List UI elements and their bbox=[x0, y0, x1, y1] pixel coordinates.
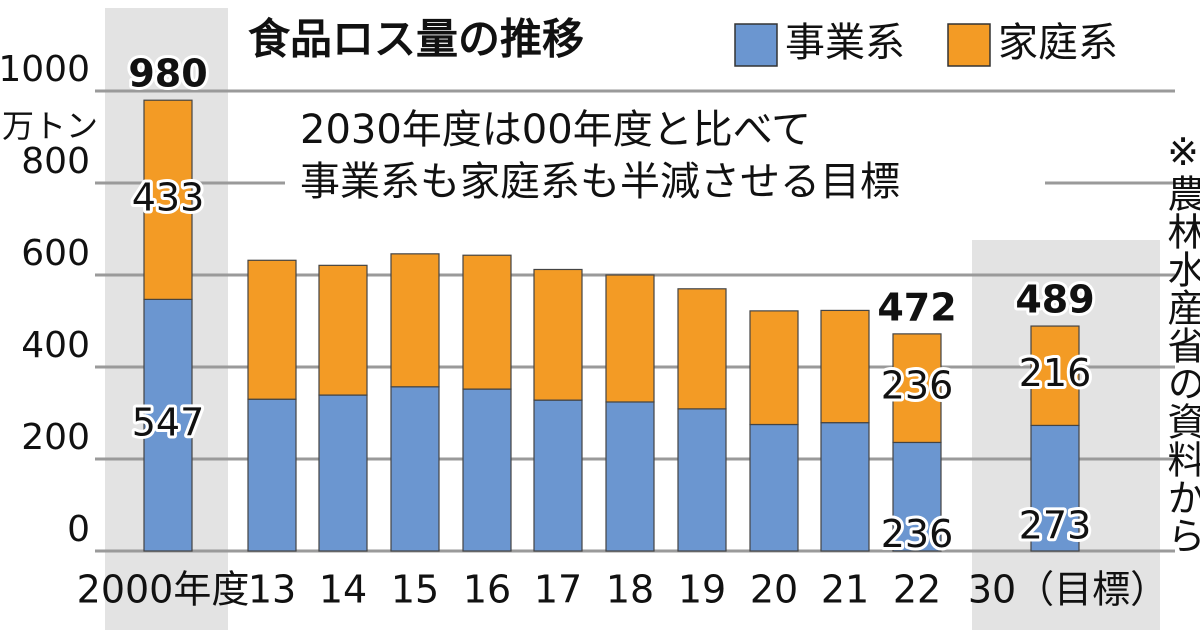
x-tick-label: 30（目標） bbox=[968, 568, 1168, 612]
y-tick-label: 600 bbox=[21, 233, 90, 274]
bar bbox=[318, 394, 368, 552]
total-label: 980 bbox=[128, 52, 207, 96]
value-label: 547 bbox=[132, 401, 205, 445]
source: ※農林水産省の資料から bbox=[1161, 130, 1200, 554]
value-label: 236 bbox=[881, 364, 954, 408]
legend-swatch bbox=[947, 23, 991, 67]
bar bbox=[318, 264, 368, 396]
value-label: 236 bbox=[881, 512, 954, 556]
x-tick-label: 20 bbox=[750, 568, 798, 612]
x-tick-label: 14 bbox=[319, 568, 367, 612]
value-label: 216 bbox=[1019, 351, 1092, 395]
x-tick-label: 19 bbox=[678, 568, 726, 612]
bar bbox=[247, 398, 297, 552]
x-tick-label: 2000年度 bbox=[77, 568, 250, 612]
total-label: 489 bbox=[1015, 278, 1094, 322]
bar bbox=[820, 309, 870, 424]
bar bbox=[462, 254, 512, 390]
bar bbox=[1030, 325, 1080, 427]
bar bbox=[892, 333, 942, 444]
y-tick-label: 800 bbox=[21, 141, 90, 182]
y-tick-label: 1000 bbox=[0, 49, 90, 90]
value-label: 433 bbox=[132, 175, 205, 219]
x-tick-label: 17 bbox=[534, 568, 582, 612]
x-tick-label: 18 bbox=[606, 568, 654, 612]
bar bbox=[462, 388, 512, 552]
y-axis-label: 万トン bbox=[2, 107, 98, 145]
chart-title: 食品ロス量の推移 bbox=[248, 15, 584, 64]
x-tick-label: 21 bbox=[821, 568, 869, 612]
bar bbox=[820, 422, 870, 552]
bar bbox=[390, 253, 440, 388]
bar bbox=[749, 310, 799, 426]
bar bbox=[677, 288, 727, 410]
legend-label: 事業系 bbox=[785, 20, 905, 66]
bar bbox=[677, 408, 727, 552]
value-label: 273 bbox=[1019, 504, 1092, 548]
annotation: 2030年度は00年度と比べて bbox=[300, 107, 811, 153]
bar bbox=[1030, 424, 1080, 552]
legend-label: 家庭系 bbox=[998, 20, 1118, 66]
x-tick-label: 13 bbox=[248, 568, 296, 612]
legend-swatch bbox=[734, 23, 778, 67]
bar bbox=[892, 441, 942, 552]
annotation-bg bbox=[285, 102, 1045, 212]
x-tick-label: 22 bbox=[893, 568, 941, 612]
bar bbox=[605, 274, 655, 403]
y-tick-label: 200 bbox=[21, 417, 90, 458]
bar bbox=[749, 423, 799, 552]
bar bbox=[605, 401, 655, 552]
bar bbox=[143, 298, 193, 552]
total-label: 472 bbox=[877, 285, 956, 329]
annotation: 事業系も家庭系も半減させる目標 bbox=[300, 159, 900, 205]
x-tick-label: 15 bbox=[391, 568, 439, 612]
bar bbox=[533, 268, 583, 401]
bar bbox=[143, 99, 193, 300]
y-tick-label: 0 bbox=[67, 509, 90, 550]
y-tick-label: 400 bbox=[21, 325, 90, 366]
bar bbox=[390, 386, 440, 552]
bar bbox=[533, 399, 583, 552]
x-tick-label: 16 bbox=[463, 568, 511, 612]
bar bbox=[247, 259, 297, 400]
